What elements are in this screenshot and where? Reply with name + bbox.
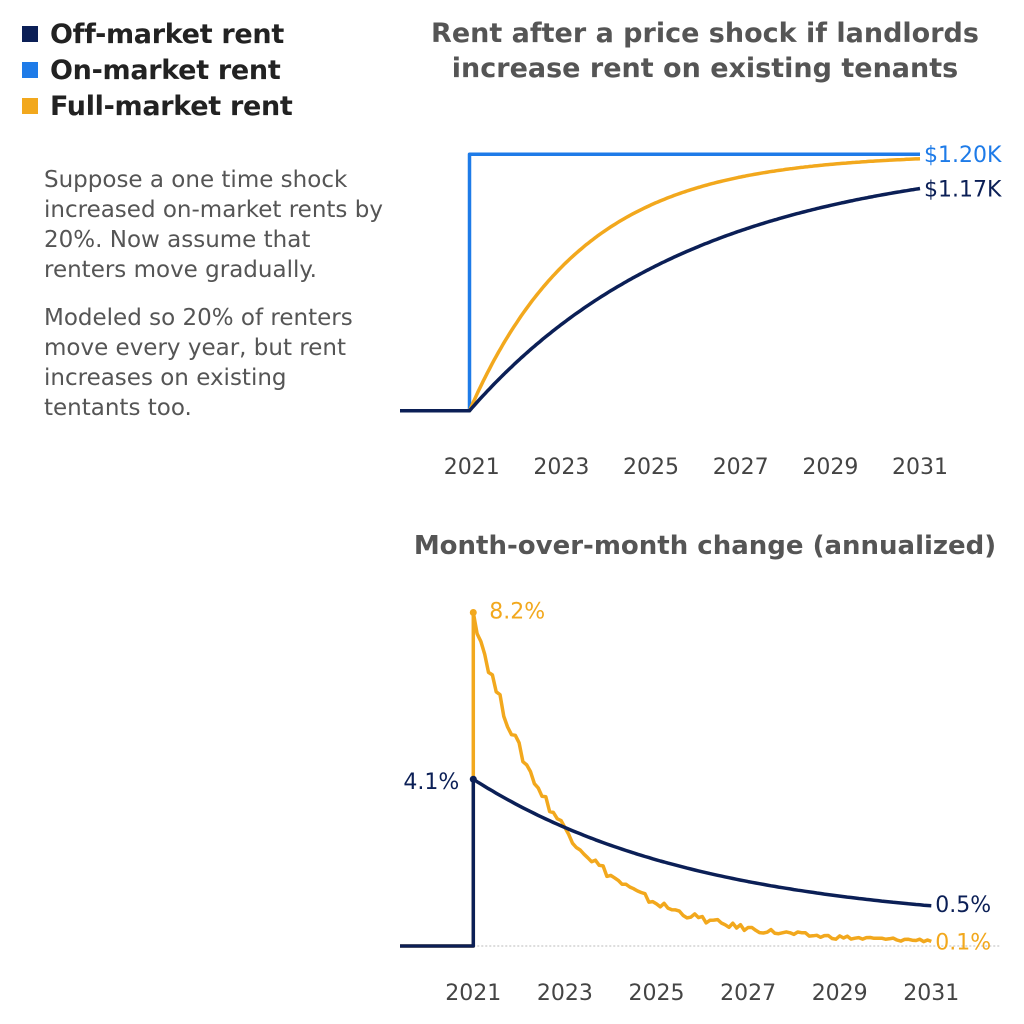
bottom-series-line-off-market-rent <box>400 779 931 946</box>
top-series-line-off-market-rent <box>400 189 920 411</box>
bottom-peak-marker-off-market-rent <box>470 776 477 783</box>
bottom-peak-label: 8.2% <box>489 599 545 624</box>
top-x-tick-label: 2029 <box>802 455 858 480</box>
bottom-chart: Month-over-month change (annualized) 202… <box>400 531 1000 1006</box>
bottom-x-tick-label: 2021 <box>445 981 501 1006</box>
bottom-x-tick-label: 2027 <box>720 981 776 1006</box>
bottom-end-label: 0.1% <box>935 930 991 955</box>
top-plot-area: $1.20K $1.17K <box>400 143 1002 411</box>
top-series-line-on-market-rent <box>400 154 920 411</box>
bottom-x-axis: 2021 2023 2025 2027 2029 2031 <box>445 981 959 1006</box>
top-x-tick-label: 2021 <box>444 455 500 480</box>
bottom-plot-area: 8.2% 0.1% 4.1% 0.5% <box>400 599 1000 955</box>
top-x-tick-label: 2031 <box>892 455 948 480</box>
charts-svg: Rent after a price shock if landlords in… <box>0 0 1024 1024</box>
top-x-tick-label: 2023 <box>533 455 589 480</box>
bottom-end-label: 0.5% <box>935 893 991 918</box>
bottom-x-tick-label: 2029 <box>812 981 868 1006</box>
top-end-label: $1.20K <box>924 143 1002 168</box>
bottom-chart-title: Month-over-month change (annualized) <box>414 531 996 561</box>
top-end-label: $1.17K <box>924 178 1002 203</box>
bottom-x-tick-label: 2023 <box>537 981 593 1006</box>
top-x-axis: 2021 2023 2025 2027 2029 2031 <box>444 455 948 480</box>
top-chart-title-line-2: increase rent on existing tenants <box>452 53 958 84</box>
bottom-x-tick-label: 2025 <box>628 981 684 1006</box>
top-series-line-full-market-rent <box>400 159 920 411</box>
top-chart: Rent after a price shock if landlords in… <box>400 18 1002 480</box>
top-chart-title-line-1: Rent after a price shock if landlords <box>431 18 979 49</box>
bottom-peak-marker-full-market-rent <box>470 609 477 616</box>
top-x-tick-label: 2025 <box>623 455 679 480</box>
top-x-tick-label: 2027 <box>713 455 769 480</box>
bottom-peak-label: 4.1% <box>403 770 459 795</box>
bottom-x-tick-label: 2031 <box>903 981 959 1006</box>
